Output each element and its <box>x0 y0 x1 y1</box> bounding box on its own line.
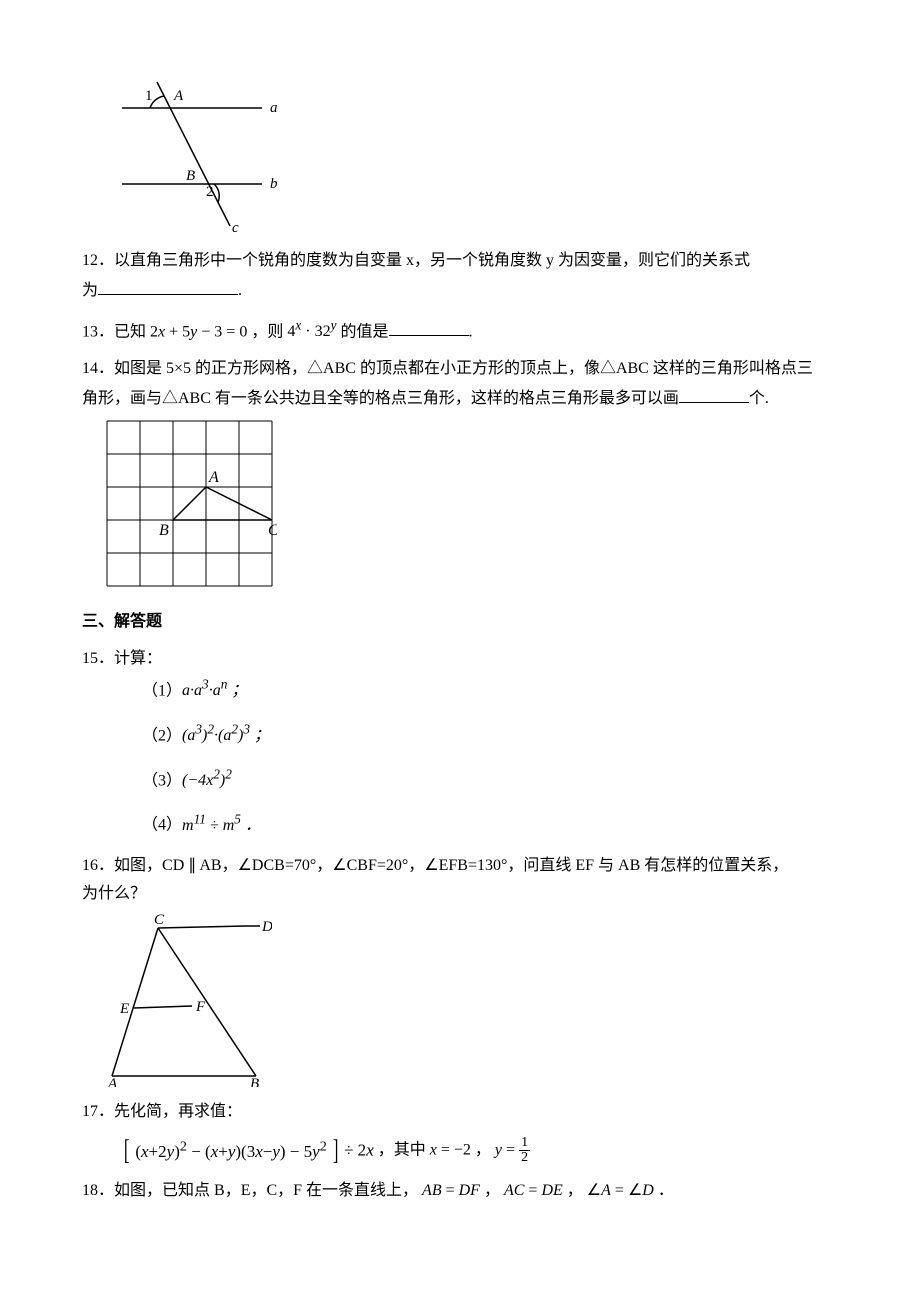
svg-text:B: B <box>250 1076 259 1087</box>
question-14-line2: 角形，画与△ABC 有一条公共边且全等的格点三角形，这样的格点三角形最多可以画 个… <box>82 386 838 410</box>
parallel-lines-figure: 1 2 A Ba b c <box>102 76 292 236</box>
svg-text:C: C <box>268 522 277 539</box>
q-text: 为 <box>82 282 98 299</box>
expression: 4x · 32y <box>287 323 336 340</box>
q-text: ， <box>475 1142 495 1159</box>
q17-expression: [ (x+2y)2 − (x+y)(3x−y) − 5y2 ] ÷ 2x ，其中… <box>122 1131 838 1170</box>
part-index: （1） <box>142 682 182 699</box>
question-16-line1: 16．如图，CD ∥ AB，∠DCB=70°，∠CBF=20°，∠EFB=130… <box>82 855 838 877</box>
expression: (x+2y)2 − (x+y)(3x−y) − 5y2 <box>135 1142 326 1161</box>
period: . <box>238 282 242 299</box>
comma: ， <box>480 1182 500 1199</box>
numerator: 1 <box>519 1136 530 1151</box>
question-17: 17．先化简，再求值： <box>82 1101 838 1123</box>
question-16-line2: 为什么？ <box>82 883 838 905</box>
svg-text:2: 2 <box>206 184 214 200</box>
expression: AB = DF <box>422 1182 480 1199</box>
q15-part1: （1）a·a3·an ； <box>142 676 838 703</box>
q15-part2: （2）(a3)2·(a2)3 ； <box>142 721 838 748</box>
svg-text:C: C <box>154 912 165 928</box>
denominator: 2 <box>519 1151 530 1165</box>
question-13: 13．已知 2x + 5y − 3 = 0 ，则 4x · 32y 的值是. <box>82 317 838 344</box>
q-number: 17． <box>82 1103 114 1120</box>
q-text: 已知 <box>114 323 150 340</box>
expression: m11 ÷ m5 ． <box>182 817 261 834</box>
question-12: 12．以直角三角形中一个锐角的度数为自变量 x，另一个锐角度数 y 为因变量，则… <box>82 250 838 272</box>
q-number: 16． <box>82 857 114 874</box>
q-text: 个. <box>749 390 769 407</box>
equation: 2x + 5y − 3 = 0 <box>150 323 247 340</box>
svg-text:A: A <box>107 1076 118 1087</box>
q-number: 18． <box>82 1182 114 1199</box>
expression: AC = DE <box>504 1182 563 1199</box>
svg-text:E: E <box>119 1001 129 1017</box>
part-index: （4） <box>142 817 182 834</box>
q-text: ，其中 <box>378 1142 430 1159</box>
expression: ∠A = ∠D <box>587 1182 654 1199</box>
question-18: 18．如图，已知点 B，E，C，F 在一条直线上， AB = DF ， AC =… <box>82 1180 838 1202</box>
q-number: 15． <box>82 650 114 667</box>
section-heading-3: 三、解答题 <box>82 611 838 633</box>
question-15: 15．计算： <box>82 648 838 670</box>
expression: (a3)2·(a2)3 ； <box>182 727 270 744</box>
q-number: 12． <box>82 252 114 269</box>
svg-text:A: A <box>208 469 219 486</box>
q-text: 计算： <box>114 650 162 667</box>
expression: a·a3·an ； <box>182 682 247 699</box>
right-bracket: ] <box>333 1131 339 1170</box>
q-text: 如图是 5×5 的正方形网格，△ABC 的顶点都在小正方形的顶点上，像△ABC … <box>114 360 813 377</box>
answer-blank <box>98 278 238 295</box>
period: . <box>469 323 473 340</box>
svg-text:F: F <box>195 999 206 1015</box>
svg-text:a: a <box>270 100 278 116</box>
period: ． <box>654 1182 674 1199</box>
svg-text:b: b <box>270 176 278 192</box>
fraction: 12 <box>519 1136 530 1165</box>
q-number: 14． <box>82 360 114 377</box>
svg-text:c: c <box>232 220 239 236</box>
q15-part4: （4）m11 ÷ m5 ． <box>142 810 838 837</box>
svg-text:B: B <box>186 168 195 184</box>
question-12-line2: 为. <box>82 278 838 302</box>
left-bracket: [ <box>124 1131 130 1170</box>
part-index: （2） <box>142 727 182 744</box>
question-14-line1: 14．如图是 5×5 的正方形网格，△ABC 的顶点都在小正方形的顶点上，像△A… <box>82 358 838 380</box>
svg-text:1: 1 <box>145 88 153 104</box>
answer-blank <box>389 319 469 336</box>
expression: ÷ 2x <box>344 1141 374 1160</box>
answer-blank <box>679 386 749 403</box>
expression: y = <box>495 1142 519 1159</box>
svg-text:D: D <box>261 919 272 935</box>
q15-part3: （3）(−4x2)2 <box>142 766 838 793</box>
geometry-figure: C D E F A B <box>102 912 272 1087</box>
q-text: 为什么？ <box>82 885 146 902</box>
q-text: 角形，画与△ABC 有一条公共边且全等的格点三角形，这样的格点三角形最多可以画 <box>82 390 679 407</box>
grid-triangle-figure: A B C <box>102 416 277 591</box>
q-text: 如图，CD ∥ AB，∠DCB=70°，∠CBF=20°，∠EFB=130°，问… <box>114 857 788 874</box>
expression: x = −2 <box>430 1142 471 1159</box>
expression: (−4x2)2 <box>182 772 232 789</box>
part-index: （3） <box>142 772 182 789</box>
q-text: ，则 <box>247 323 287 340</box>
svg-text:B: B <box>159 522 169 539</box>
q-text: 以直角三角形中一个锐角的度数为自变量 x，另一个锐角度数 y 为因变量，则它们的… <box>114 252 750 269</box>
q-text: 如图，已知点 B，E，C，F 在一条直线上， <box>114 1182 418 1199</box>
q-text: 的值是 <box>337 323 389 340</box>
q-number: 13． <box>82 323 114 340</box>
q-text: 先化简，再求值： <box>114 1103 242 1120</box>
svg-text:A: A <box>173 88 184 104</box>
comma: ， <box>563 1182 583 1199</box>
